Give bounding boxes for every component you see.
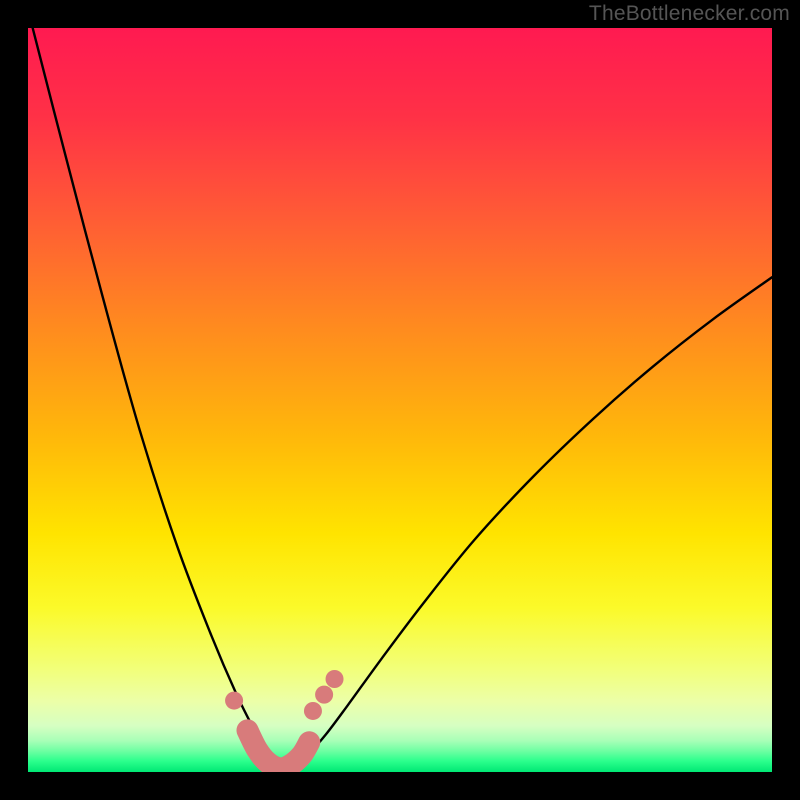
marker-dot	[225, 692, 243, 710]
plot-area	[28, 28, 772, 772]
plot-svg	[28, 28, 772, 772]
marker-dot	[315, 686, 333, 704]
watermark-text: TheBottlenecker.com	[589, 2, 790, 26]
marker-dot	[326, 670, 344, 688]
chart-stage: TheBottlenecker.com	[0, 0, 800, 800]
gradient-background	[28, 28, 772, 772]
marker-dot	[304, 702, 322, 720]
